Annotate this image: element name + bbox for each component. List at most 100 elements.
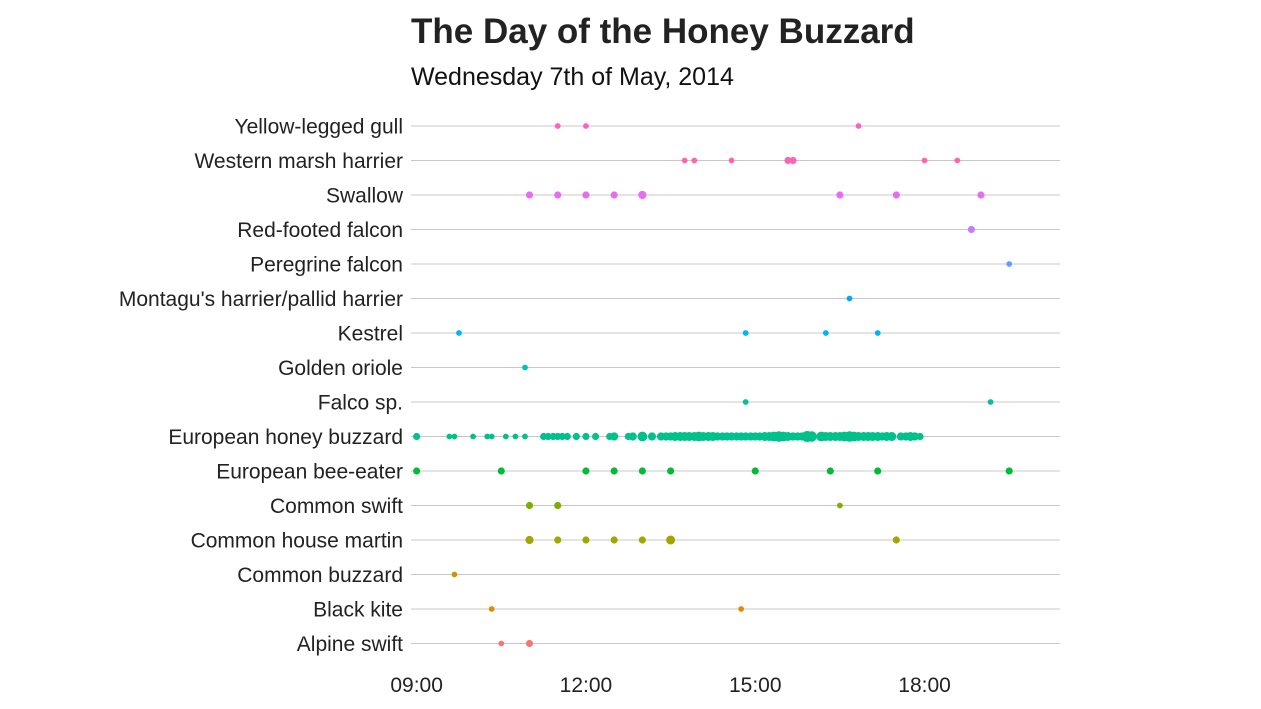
data-point (525, 639, 534, 648)
data-point (987, 399, 994, 405)
data-point (806, 431, 817, 442)
x-tick-label: 09:00 (390, 674, 443, 697)
data-point (451, 433, 458, 440)
data-point (582, 432, 590, 441)
data-point (681, 157, 688, 164)
data-point (502, 433, 509, 440)
data-point (554, 123, 561, 129)
y-tick-label: Black kite (313, 599, 403, 622)
data-point (892, 536, 900, 544)
data-point (728, 157, 735, 164)
data-point (554, 536, 562, 544)
y-axis-labels: Yellow-legged gull Western marsh harrier S… (119, 116, 404, 657)
data-point (742, 330, 749, 336)
data-point (751, 467, 759, 475)
data-point (558, 432, 566, 441)
y-tick-label: Kestrel (338, 323, 403, 346)
data-point (742, 399, 749, 405)
y-tick-label: Falco sp. (318, 392, 403, 415)
data-point (512, 433, 519, 440)
data-point (1005, 467, 1013, 475)
data-point (563, 432, 571, 441)
data-point (591, 432, 600, 441)
y-tick-label: Common swift (270, 495, 403, 518)
data-point (451, 571, 458, 578)
data-point (1006, 261, 1013, 267)
y-tick-label: Peregrine falcon (250, 254, 403, 277)
x-tick-label: 18:00 (898, 674, 951, 697)
x-tick-label: 15:00 (729, 674, 782, 697)
data-point (967, 225, 975, 234)
data-point (456, 330, 462, 336)
data-point (855, 123, 862, 129)
data-point (837, 502, 843, 509)
data-point (484, 433, 491, 440)
data-point (525, 501, 534, 510)
data-point (921, 157, 928, 164)
data-point (610, 432, 619, 441)
data-point (916, 432, 924, 441)
data-point (522, 364, 528, 371)
data-point (628, 432, 637, 441)
data-point (554, 501, 562, 510)
y-tick-label: Montagu's harrier/pallid harrier (119, 288, 403, 311)
chart-title: The Day of the Honey Buzzard (411, 12, 915, 51)
data-point (638, 536, 646, 544)
data-point (892, 191, 900, 199)
chart-subtitle: Wednesday 7th of May, 2014 (411, 63, 734, 91)
x-axis-labels: 09:00 12:00 15:00 18:00 (390, 674, 950, 697)
data-point (977, 191, 985, 199)
y-tick-label: Red-footed falcon (237, 219, 403, 242)
data-point (647, 432, 657, 441)
gridlines (411, 125, 1060, 644)
data-point (582, 191, 590, 199)
data-point (554, 191, 562, 199)
data-point (582, 536, 590, 544)
data-point (522, 433, 528, 440)
data-point (544, 432, 552, 441)
data-point (525, 191, 534, 199)
y-tick-label: Common house martin (191, 530, 403, 553)
data-points (413, 123, 1013, 648)
data-point (666, 535, 676, 545)
data-point (667, 467, 675, 475)
data-point (910, 432, 920, 441)
data-point (846, 295, 853, 302)
data-point (874, 467, 882, 475)
y-tick-label: Yellow-legged gull (234, 116, 403, 139)
data-point (836, 191, 844, 199)
data-point (789, 156, 797, 165)
data-point (738, 606, 745, 612)
y-tick-label: Common buzzard (237, 564, 403, 587)
data-point (638, 190, 647, 200)
x-tick-label: 12:00 (560, 674, 613, 697)
data-point (610, 467, 618, 475)
data-point (954, 157, 961, 164)
data-point (446, 433, 453, 440)
data-point (822, 330, 829, 336)
data-point (488, 606, 495, 612)
data-point (887, 432, 897, 441)
data-point (488, 433, 495, 440)
data-point (826, 467, 834, 475)
y-tick-label: Swallow (326, 185, 404, 208)
data-point (638, 467, 646, 475)
y-tick-label: Golden oriole (278, 357, 403, 380)
data-point (610, 191, 618, 199)
y-tick-label: European honey buzzard (168, 426, 403, 449)
data-point (784, 156, 792, 165)
data-point (691, 157, 698, 164)
data-point (525, 535, 534, 545)
data-point (637, 431, 648, 442)
data-point (874, 330, 881, 336)
data-point (413, 467, 421, 475)
data-point (610, 536, 618, 544)
data-point (498, 640, 505, 647)
data-point (470, 433, 476, 440)
y-tick-label: Alpine swift (297, 633, 403, 656)
data-point (497, 467, 505, 475)
data-point (582, 467, 590, 475)
data-point (583, 123, 589, 129)
data-point (413, 432, 421, 441)
